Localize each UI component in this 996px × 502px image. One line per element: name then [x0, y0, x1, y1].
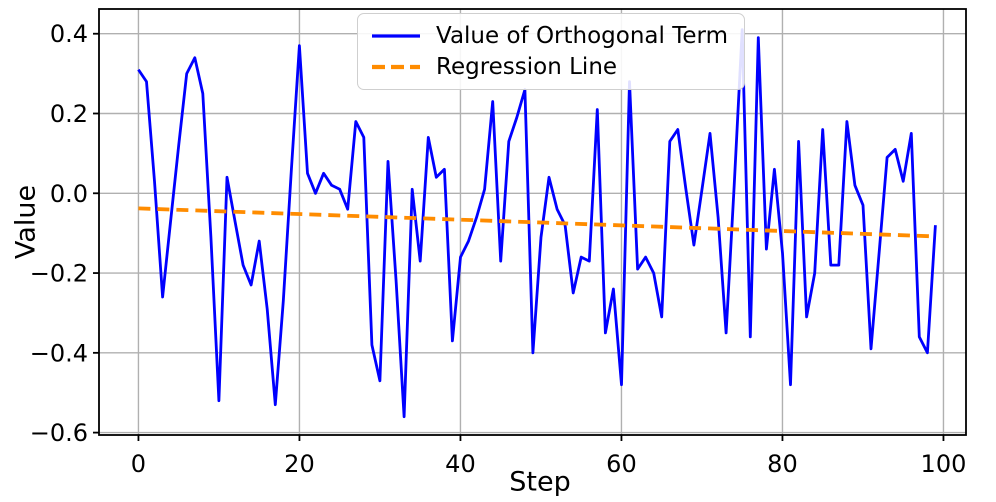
x-tick-label: 60 [606, 450, 637, 478]
legend-label-regression: Regression Line [436, 54, 618, 80]
y-tick-label: 0.4 [50, 20, 88, 48]
x-tick-label: 40 [445, 450, 476, 478]
orthogonal-term-series-line [137, 28, 937, 419]
legend: Value of Orthogonal Term Regression Line [357, 13, 745, 90]
y-tick-label: 0.2 [50, 100, 88, 128]
legend-label-orthogonal-term: Value of Orthogonal Term [436, 23, 728, 49]
y-tick-label: −0.6 [30, 419, 88, 447]
x-tick-label: 80 [767, 450, 798, 478]
legend-solid-line-icon [372, 34, 420, 38]
legend-dashed-line-icon [372, 64, 420, 70]
x-tick-label: 0 [131, 450, 146, 478]
y-axis-label: Value [10, 184, 42, 260]
y-tick-label: −0.2 [30, 260, 88, 288]
x-tick-label: 20 [284, 450, 315, 478]
x-tick-label: 100 [921, 450, 967, 478]
axes-spines [98, 8, 967, 436]
y-tick-label: −0.4 [30, 339, 88, 367]
x-axis-label: Step [509, 466, 571, 498]
legend-item-regression: Regression Line [370, 53, 728, 81]
legend-item-orthogonal-term: Value of Orthogonal Term [370, 22, 728, 50]
y-tick-label: 0.0 [50, 180, 88, 208]
